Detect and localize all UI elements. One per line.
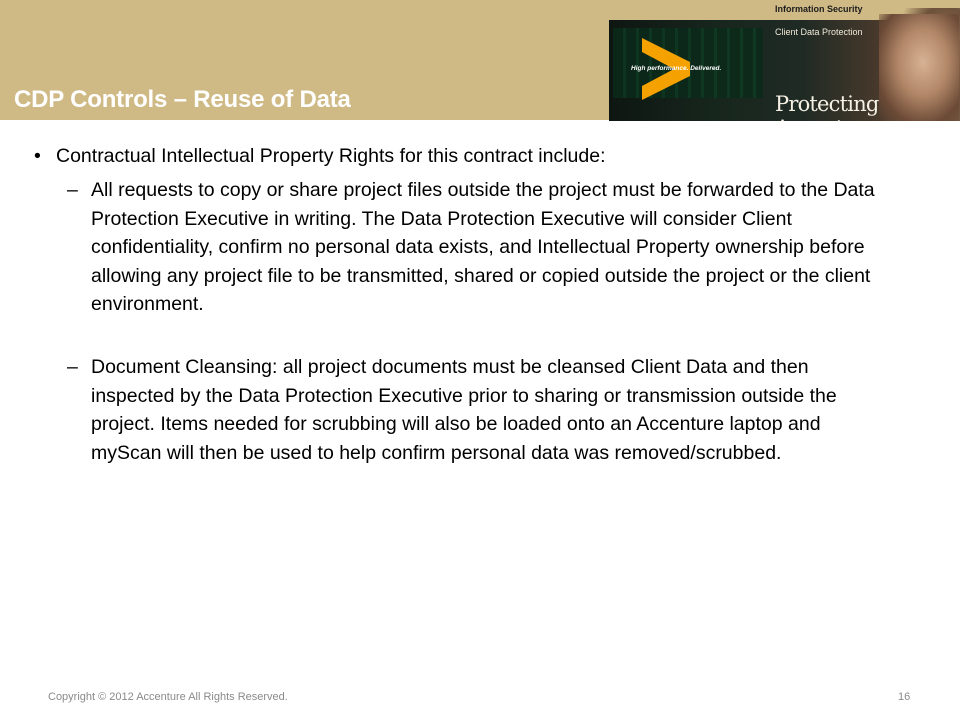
banner-strip [609,0,960,20]
page-title: CDP Controls – Reuse of Data [14,86,351,113]
banner-top-label: Information Security [775,4,863,14]
bullet-mark: • [34,145,41,167]
bullet-text: Contractual Intellectual Property Rights… [56,145,606,167]
sub-bullet-text: Document Cleansing: all project document… [91,356,837,464]
banner-sub-label: Client Data Protection [775,27,863,37]
banner-heading: Protecting Accenture [775,92,879,121]
dash-mark: – [67,356,78,378]
banner-image: High performance. Delivered. Client Data… [609,0,960,121]
sub-bullet-text: All requests to copy or share project fi… [91,179,875,315]
page-number: 16 [898,691,911,703]
accenture-chevron-icon [642,38,690,100]
banner-tagline: High performance. Delivered. [631,65,722,72]
banner-face [879,14,959,121]
dash-mark: – [67,179,78,201]
footer-copyright: Copyright © 2012 Accenture All Rights Re… [48,691,288,703]
